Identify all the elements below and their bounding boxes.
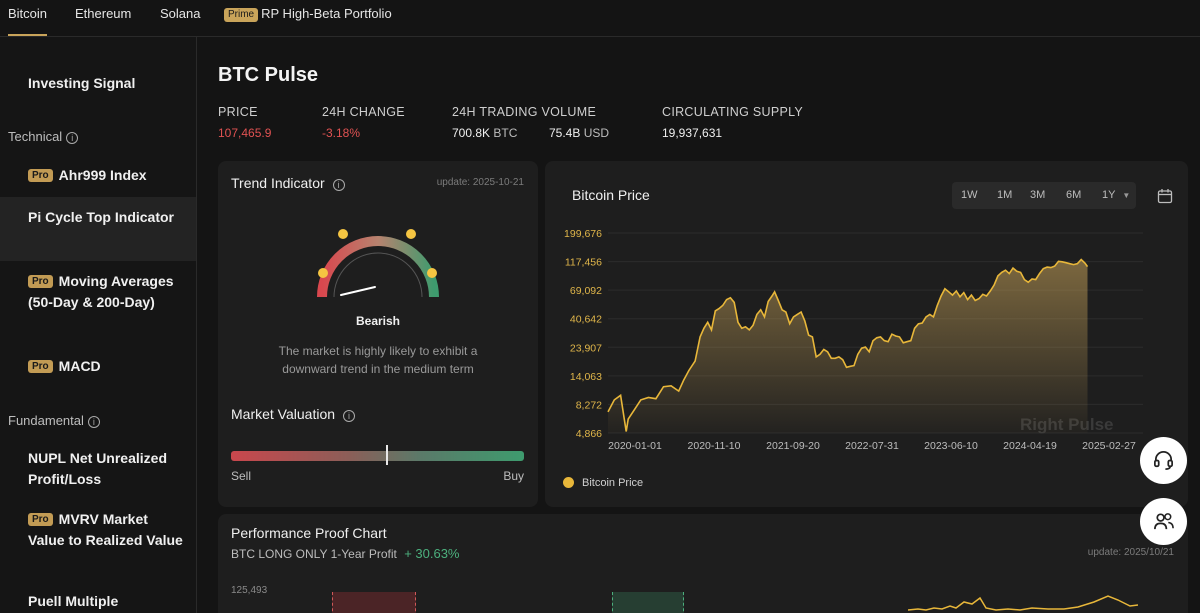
performance-card: Performance Proof Chart BTC LONG ONLY 1-… bbox=[218, 514, 1188, 613]
trend-gauge bbox=[317, 229, 439, 298]
y-tick-label: 69,092 bbox=[570, 285, 602, 297]
volume-btc: 700.8K BTC bbox=[452, 126, 518, 140]
sidebar-item-mvrv[interactable]: Pro MVRV Market Value to Realized Value bbox=[28, 511, 183, 548]
community-button[interactable] bbox=[1140, 498, 1187, 545]
trend-state: Bearish bbox=[355, 314, 401, 328]
gauge-needle bbox=[340, 286, 376, 296]
x-tick-label: 2020-01-01 bbox=[608, 440, 662, 452]
valuation-marker bbox=[386, 445, 389, 465]
pro-badge: Pro bbox=[28, 513, 53, 526]
trend-description: The market is highly likely to exhibit a… bbox=[278, 344, 478, 376]
sidebar-item-macd[interactable]: Pro MACD bbox=[0, 356, 196, 377]
info-icon[interactable]: i bbox=[343, 410, 356, 422]
sidebar-item-nupl[interactable]: NUPL Net Unrealized Profit/Loss bbox=[28, 450, 167, 487]
x-tick-label: 2020-11-10 bbox=[688, 440, 741, 452]
sidebar-item-puell-multiple[interactable]: Puell Multiple bbox=[28, 593, 119, 609]
price-area bbox=[608, 259, 1088, 433]
valuation-bar bbox=[231, 451, 524, 461]
tab-solana[interactable]: Solana bbox=[160, 6, 201, 21]
gauge-arc bbox=[317, 236, 439, 298]
performance-subtitle: BTC LONG ONLY 1-Year Profit + 30.63% bbox=[231, 546, 460, 561]
range-1y-dropdown[interactable]: 1Y ▼ bbox=[1102, 189, 1131, 201]
tab-bitcoin[interactable]: Bitcoin bbox=[8, 0, 48, 36]
supply-value: 19,937,631 bbox=[662, 126, 723, 140]
volume-usd: 75.4B USD bbox=[549, 126, 610, 140]
y-tick-label: 4,866 bbox=[576, 428, 602, 440]
price-value: 107,465.9 bbox=[218, 126, 272, 140]
legend-dot-icon bbox=[563, 477, 574, 488]
performance-short-zone bbox=[332, 592, 416, 613]
calendar-icon[interactable] bbox=[1157, 188, 1173, 204]
range-1m-button[interactable]: 1M bbox=[997, 189, 1013, 201]
change-label: 24H CHANGE bbox=[322, 105, 405, 119]
tab-ethereum[interactable]: Ethereum bbox=[75, 6, 132, 21]
y-tick-label: 117,456 bbox=[565, 257, 602, 269]
sidebar-item-pi-cycle-top[interactable]: Pi Cycle Top Indicator bbox=[0, 197, 196, 261]
valuation-buy-label: Buy bbox=[503, 469, 524, 483]
sidebar: Investing Signal Technical i Pro Ahr999 In… bbox=[0, 37, 197, 613]
range-1w-button[interactable]: 1W bbox=[961, 189, 978, 201]
section-fundamental: Fundamental i bbox=[8, 413, 100, 428]
y-tick-label: 199,676 bbox=[564, 228, 602, 240]
change-value: -3.18% bbox=[322, 126, 361, 140]
performance-profit: + 30.63% bbox=[404, 546, 460, 561]
emoji-bearish-icon bbox=[338, 229, 348, 239]
top-tabs: Bitcoin Ethereum Solana Prime RP High-Bet… bbox=[0, 0, 1200, 37]
sidebar-item-investing-signal[interactable]: Investing Signal bbox=[28, 75, 136, 91]
page-title: BTC Pulse bbox=[218, 64, 319, 86]
chevron-down-icon: ▼ bbox=[1122, 191, 1131, 200]
performance-y-tick: 125,493 bbox=[231, 585, 268, 596]
sidebar-item-moving-averages[interactable]: Pro Moving Averages (50-Day & 200-Day) bbox=[28, 273, 174, 310]
range-selector: 1W 1M 3M 6M 1Y ▼ bbox=[952, 182, 1136, 209]
pro-badge: Pro bbox=[28, 360, 53, 373]
y-tick-label: 23,907 bbox=[570, 342, 602, 354]
y-tick-label: 14,063 bbox=[570, 371, 602, 383]
info-icon[interactable]: i bbox=[332, 179, 345, 191]
sidebar-item-ahr999[interactable]: Pro Ahr999 Index bbox=[0, 165, 196, 186]
range-6m-button[interactable]: 6M bbox=[1066, 189, 1082, 201]
market-valuation-title: Market Valuation i bbox=[231, 406, 356, 422]
section-technical: Technical i bbox=[8, 129, 79, 144]
info-icon[interactable]: i bbox=[87, 416, 100, 428]
price-label: PRICE bbox=[218, 105, 258, 119]
performance-title: Performance Proof Chart bbox=[231, 525, 387, 541]
support-button[interactable] bbox=[1140, 437, 1187, 484]
x-tick-label: 2022-07-31 bbox=[845, 440, 899, 452]
tab-rp-high-beta-portfolio[interactable]: Prime RP High-Beta Portfolio bbox=[224, 0, 392, 36]
pro-badge: Pro bbox=[28, 169, 53, 182]
volume-label: 24H TRADING VOLUME bbox=[452, 105, 597, 119]
trend-indicator-card: Trend Indicator i update: 2025-10-21 Bear… bbox=[218, 161, 538, 507]
supply-label: CIRCULATING SUPPLY bbox=[662, 105, 804, 119]
y-tick-label: 8,272 bbox=[576, 399, 602, 411]
trend-indicator-title: Trend Indicator i bbox=[231, 175, 345, 191]
users-icon bbox=[1154, 513, 1174, 530]
valuation-sell-label: Sell bbox=[231, 469, 252, 483]
bitcoin-price-chart: 4,866 8,272 14,063 23,907 40,642 69,092 117,45… bbox=[564, 228, 1143, 452]
performance-line bbox=[908, 595, 1138, 611]
price-line bbox=[607, 258, 1089, 432]
trend-update: update: 2025-10-21 bbox=[436, 177, 524, 188]
x-tick-label: 2023-06-10 bbox=[924, 440, 978, 452]
price-legend[interactable]: Bitcoin Price bbox=[563, 477, 643, 489]
emoji-bullish-icon bbox=[406, 229, 416, 239]
info-icon[interactable]: i bbox=[66, 132, 79, 144]
performance-long-zone bbox=[612, 592, 684, 613]
x-tick-label: 2025-02-27 bbox=[1082, 440, 1136, 452]
bitcoin-price-title: Bitcoin Price bbox=[572, 187, 650, 203]
y-tick-label: 40,642 bbox=[570, 314, 602, 326]
pro-badge: Pro bbox=[28, 275, 53, 288]
prime-badge: Prime bbox=[224, 8, 259, 22]
performance-update: update: 2025/10/21 bbox=[1087, 547, 1174, 558]
headset-icon bbox=[1154, 451, 1173, 470]
x-tick-label: 2021-09-20 bbox=[766, 440, 820, 452]
emoji-very-bullish-icon bbox=[427, 268, 437, 278]
range-3m-button[interactable]: 3M bbox=[1030, 189, 1046, 201]
x-tick-label: 2024-04-19 bbox=[1003, 440, 1057, 452]
emoji-very-bearish-icon bbox=[318, 268, 328, 278]
